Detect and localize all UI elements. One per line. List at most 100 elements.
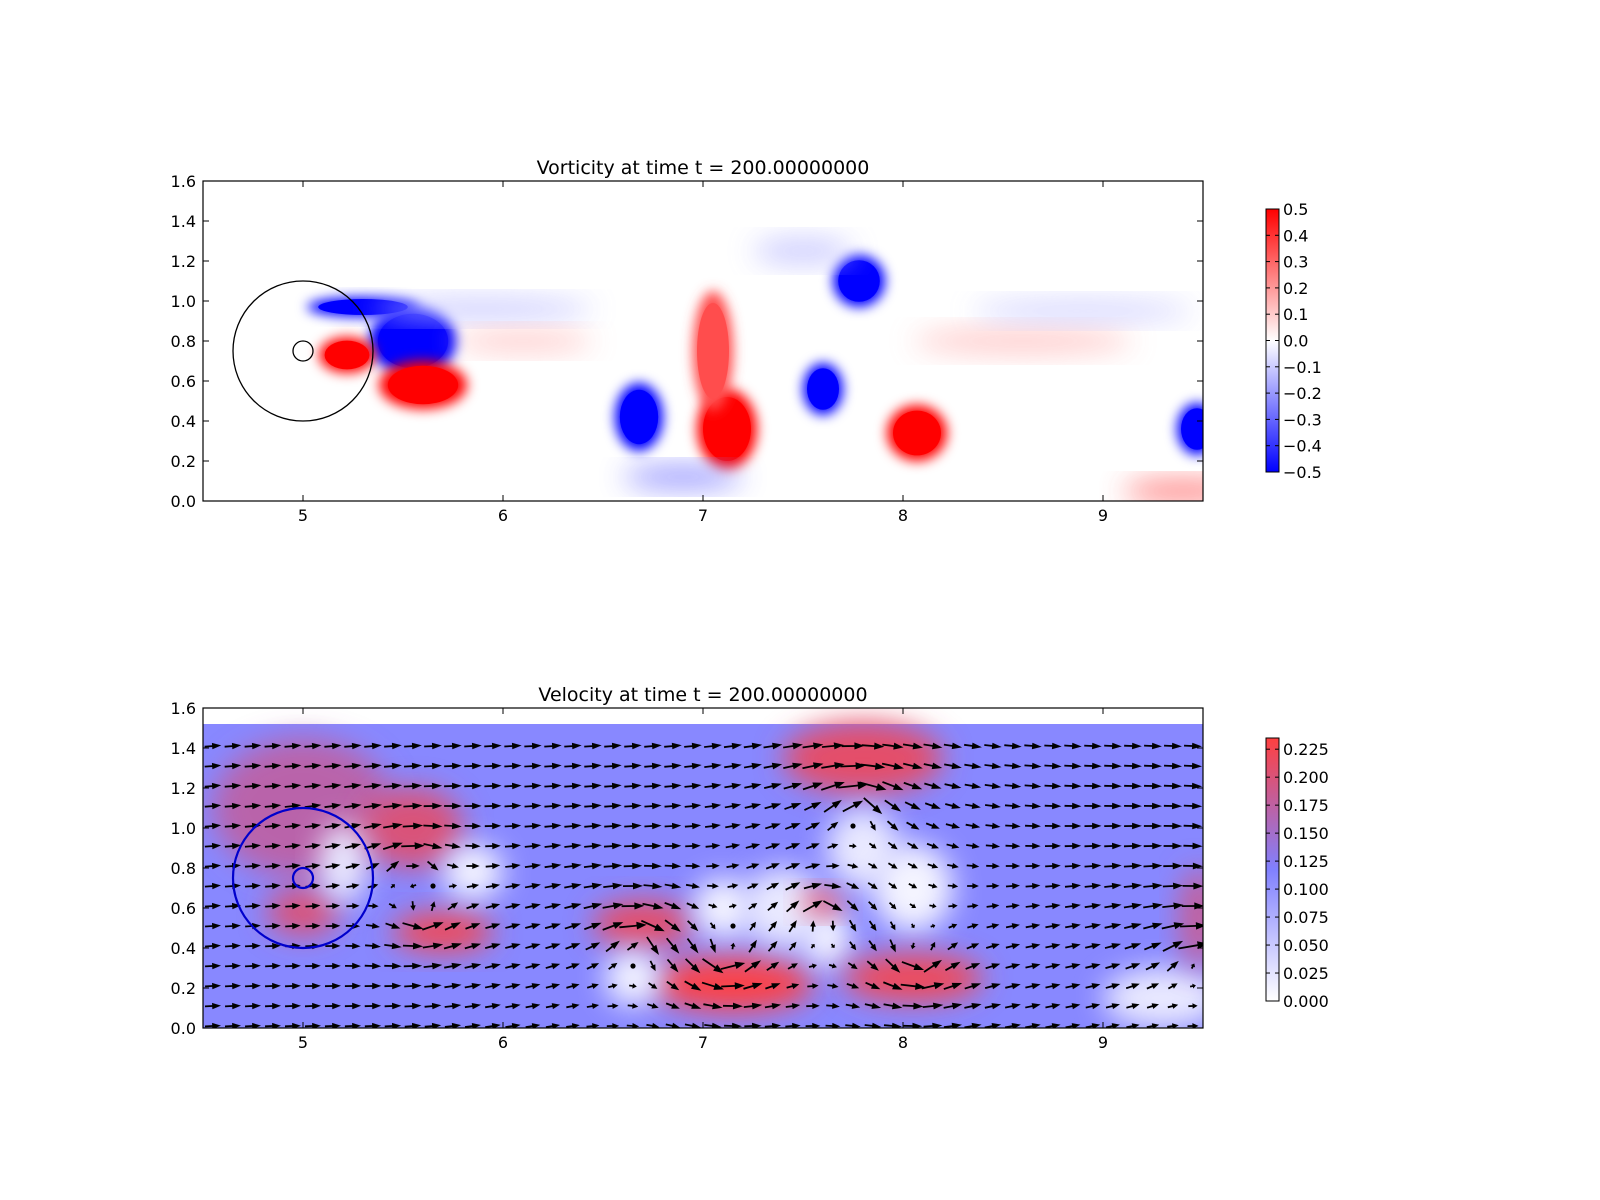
velocity-vector	[1064, 782, 1082, 790]
vorticity-ytick-label: 1.0	[171, 292, 196, 311]
vorticity-field	[307, 239, 1203, 501]
velocity-vector	[664, 902, 682, 910]
velocity-vector	[285, 982, 301, 990]
velocity-vector	[344, 823, 362, 830]
velocity-vector	[984, 762, 1002, 770]
velocity-vector	[802, 762, 824, 770]
velocity-vector	[525, 963, 541, 970]
velocity-vector	[783, 782, 803, 790]
velocity-vector	[583, 862, 602, 870]
velocity-vector	[886, 820, 899, 831]
velocity-vector	[830, 920, 836, 932]
velocity-vector	[664, 919, 681, 932]
velocity-vector	[485, 842, 501, 850]
velocity-vector	[586, 963, 600, 970]
velocity-vector	[544, 923, 561, 930]
vorticity-core	[377, 313, 449, 369]
velocity-vector	[1025, 923, 1041, 930]
velocity-vector	[985, 842, 1001, 849]
velocity-vector	[763, 742, 783, 750]
vorticity-colorbar-label: −0.4	[1283, 437, 1322, 456]
velocity-vector	[584, 822, 602, 830]
velocity-vector	[1123, 902, 1143, 910]
velocity-vector	[544, 762, 562, 770]
velocity-vector	[985, 822, 1001, 829]
velocity-vector	[1162, 902, 1184, 910]
velocity-vector	[605, 940, 620, 953]
velocity-vector	[244, 842, 261, 850]
velocity-vector	[1084, 862, 1102, 870]
velocity-vector	[724, 803, 742, 810]
velocity-vector	[564, 802, 582, 810]
velocity-vector	[964, 742, 982, 750]
vorticity-colorbar-label: 0.5	[1283, 200, 1308, 219]
velocity-vector	[245, 982, 261, 990]
velocity-vector	[544, 782, 562, 790]
velocity-vector	[346, 883, 360, 890]
velocity-vector	[325, 942, 341, 950]
velocity-vector	[1166, 960, 1179, 972]
velocity-vector	[1161, 922, 1185, 930]
velocity-vector	[1162, 940, 1184, 952]
velocity-vector	[908, 883, 918, 889]
velocity-vector	[608, 983, 618, 989]
velocity-vector	[464, 782, 482, 790]
velocity-vector	[524, 822, 542, 830]
velocity-vector	[924, 802, 941, 809]
velocity-vector	[224, 802, 242, 810]
vorticity-colorbar: 0.5 0.4 0.3 0.2 0.1 0.0 −0.1 −0.2 −0.3 −0.4 −0.5	[1265, 200, 1322, 482]
velocity-vector	[1085, 983, 1101, 990]
velocity-vector	[825, 1022, 841, 1028]
velocity-vector	[624, 802, 642, 810]
velocity-vector	[304, 823, 322, 830]
velocity-vector	[1143, 902, 1163, 910]
velocity-vector	[727, 883, 739, 889]
velocity-vector	[1006, 903, 1020, 910]
velocity-vector	[707, 883, 719, 889]
velocity-colorbar-label: 0.175	[1283, 796, 1329, 815]
velocity-vector	[884, 799, 902, 812]
velocity-vector	[505, 903, 521, 910]
velocity-vector	[644, 842, 662, 850]
velocity-vector	[265, 902, 281, 910]
velocity-vector	[305, 903, 321, 910]
velocity-vector	[766, 961, 780, 971]
velocity-vector	[244, 862, 261, 870]
velocity-vector	[344, 742, 362, 750]
velocity-vector	[1025, 963, 1041, 970]
velocity-vector	[1045, 923, 1061, 930]
velocity-vector	[383, 802, 403, 810]
velocity-vector	[525, 903, 541, 910]
velocity-vector	[744, 1022, 762, 1028]
vorticity-colorbar-label: −0.1	[1283, 358, 1322, 377]
velocity-vector	[785, 882, 801, 891]
velocity-vector	[923, 1022, 943, 1028]
velocity-vector	[584, 742, 602, 750]
velocity-vector	[285, 902, 301, 910]
velocity-vector	[446, 863, 459, 869]
velocity-vector	[244, 782, 262, 790]
velocity-vector	[805, 1022, 821, 1028]
velocity-vector	[868, 901, 878, 911]
velocity-patch	[783, 722, 943, 794]
velocity-vector	[887, 841, 898, 850]
vorticity-title: Vorticity at time t = 200.00000000	[537, 157, 870, 179]
velocity-vector	[504, 822, 522, 830]
velocity-vector	[664, 742, 682, 750]
vorticity-colorbar-label: 0.3	[1283, 253, 1308, 272]
velocity-vector	[1005, 983, 1021, 990]
velocity-vector	[444, 1002, 462, 1010]
velocity-vector	[1123, 882, 1143, 890]
velocity-vector	[325, 922, 341, 930]
velocity-vector	[828, 963, 837, 969]
velocity-vector	[205, 942, 221, 950]
velocity-vector	[244, 802, 262, 810]
velocity-vector	[245, 1002, 261, 1010]
velocity-vector	[626, 1023, 640, 1028]
velocity-vector	[900, 982, 926, 990]
velocity-xtick-label: 6	[498, 1033, 508, 1052]
velocity-vector	[749, 921, 756, 931]
velocity-vector	[566, 1023, 580, 1028]
velocity-vector	[264, 762, 282, 770]
velocity-vector	[1104, 802, 1122, 810]
